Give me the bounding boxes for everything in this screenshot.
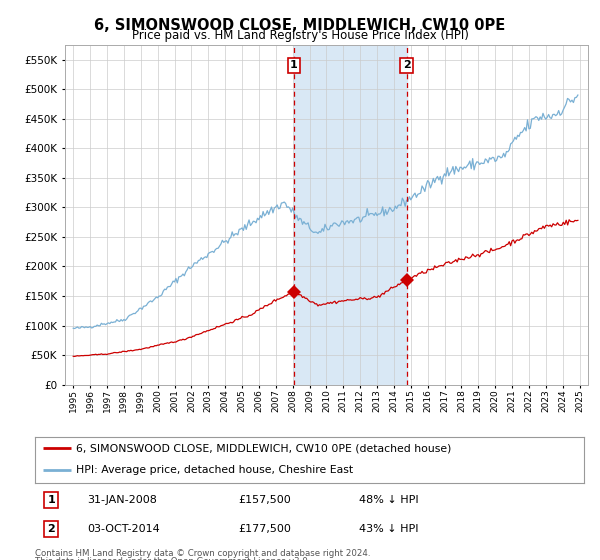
Text: £157,500: £157,500: [238, 495, 291, 505]
Text: HPI: Average price, detached house, Cheshire East: HPI: Average price, detached house, Ches…: [76, 465, 353, 475]
Text: This data is licensed under the Open Government Licence v3.0.: This data is licensed under the Open Gov…: [35, 557, 310, 560]
Text: 48% ↓ HPI: 48% ↓ HPI: [359, 495, 419, 505]
Text: £177,500: £177,500: [238, 524, 291, 534]
Bar: [294, 45, 407, 385]
Text: 6, SIMONSWOOD CLOSE, MIDDLEWICH, CW10 0PE: 6, SIMONSWOOD CLOSE, MIDDLEWICH, CW10 0P…: [94, 18, 506, 33]
Text: Price paid vs. HM Land Registry's House Price Index (HPI): Price paid vs. HM Land Registry's House …: [131, 29, 469, 42]
Text: 2: 2: [403, 60, 410, 71]
Text: 2: 2: [47, 524, 55, 534]
Text: 6, SIMONSWOOD CLOSE, MIDDLEWICH, CW10 0PE (detached house): 6, SIMONSWOOD CLOSE, MIDDLEWICH, CW10 0P…: [76, 444, 451, 454]
Text: 43% ↓ HPI: 43% ↓ HPI: [359, 524, 419, 534]
Text: 1: 1: [290, 60, 298, 71]
Text: 03-OCT-2014: 03-OCT-2014: [87, 524, 160, 534]
Text: 1: 1: [47, 495, 55, 505]
Text: Contains HM Land Registry data © Crown copyright and database right 2024.: Contains HM Land Registry data © Crown c…: [35, 549, 370, 558]
Text: 31-JAN-2008: 31-JAN-2008: [87, 495, 157, 505]
